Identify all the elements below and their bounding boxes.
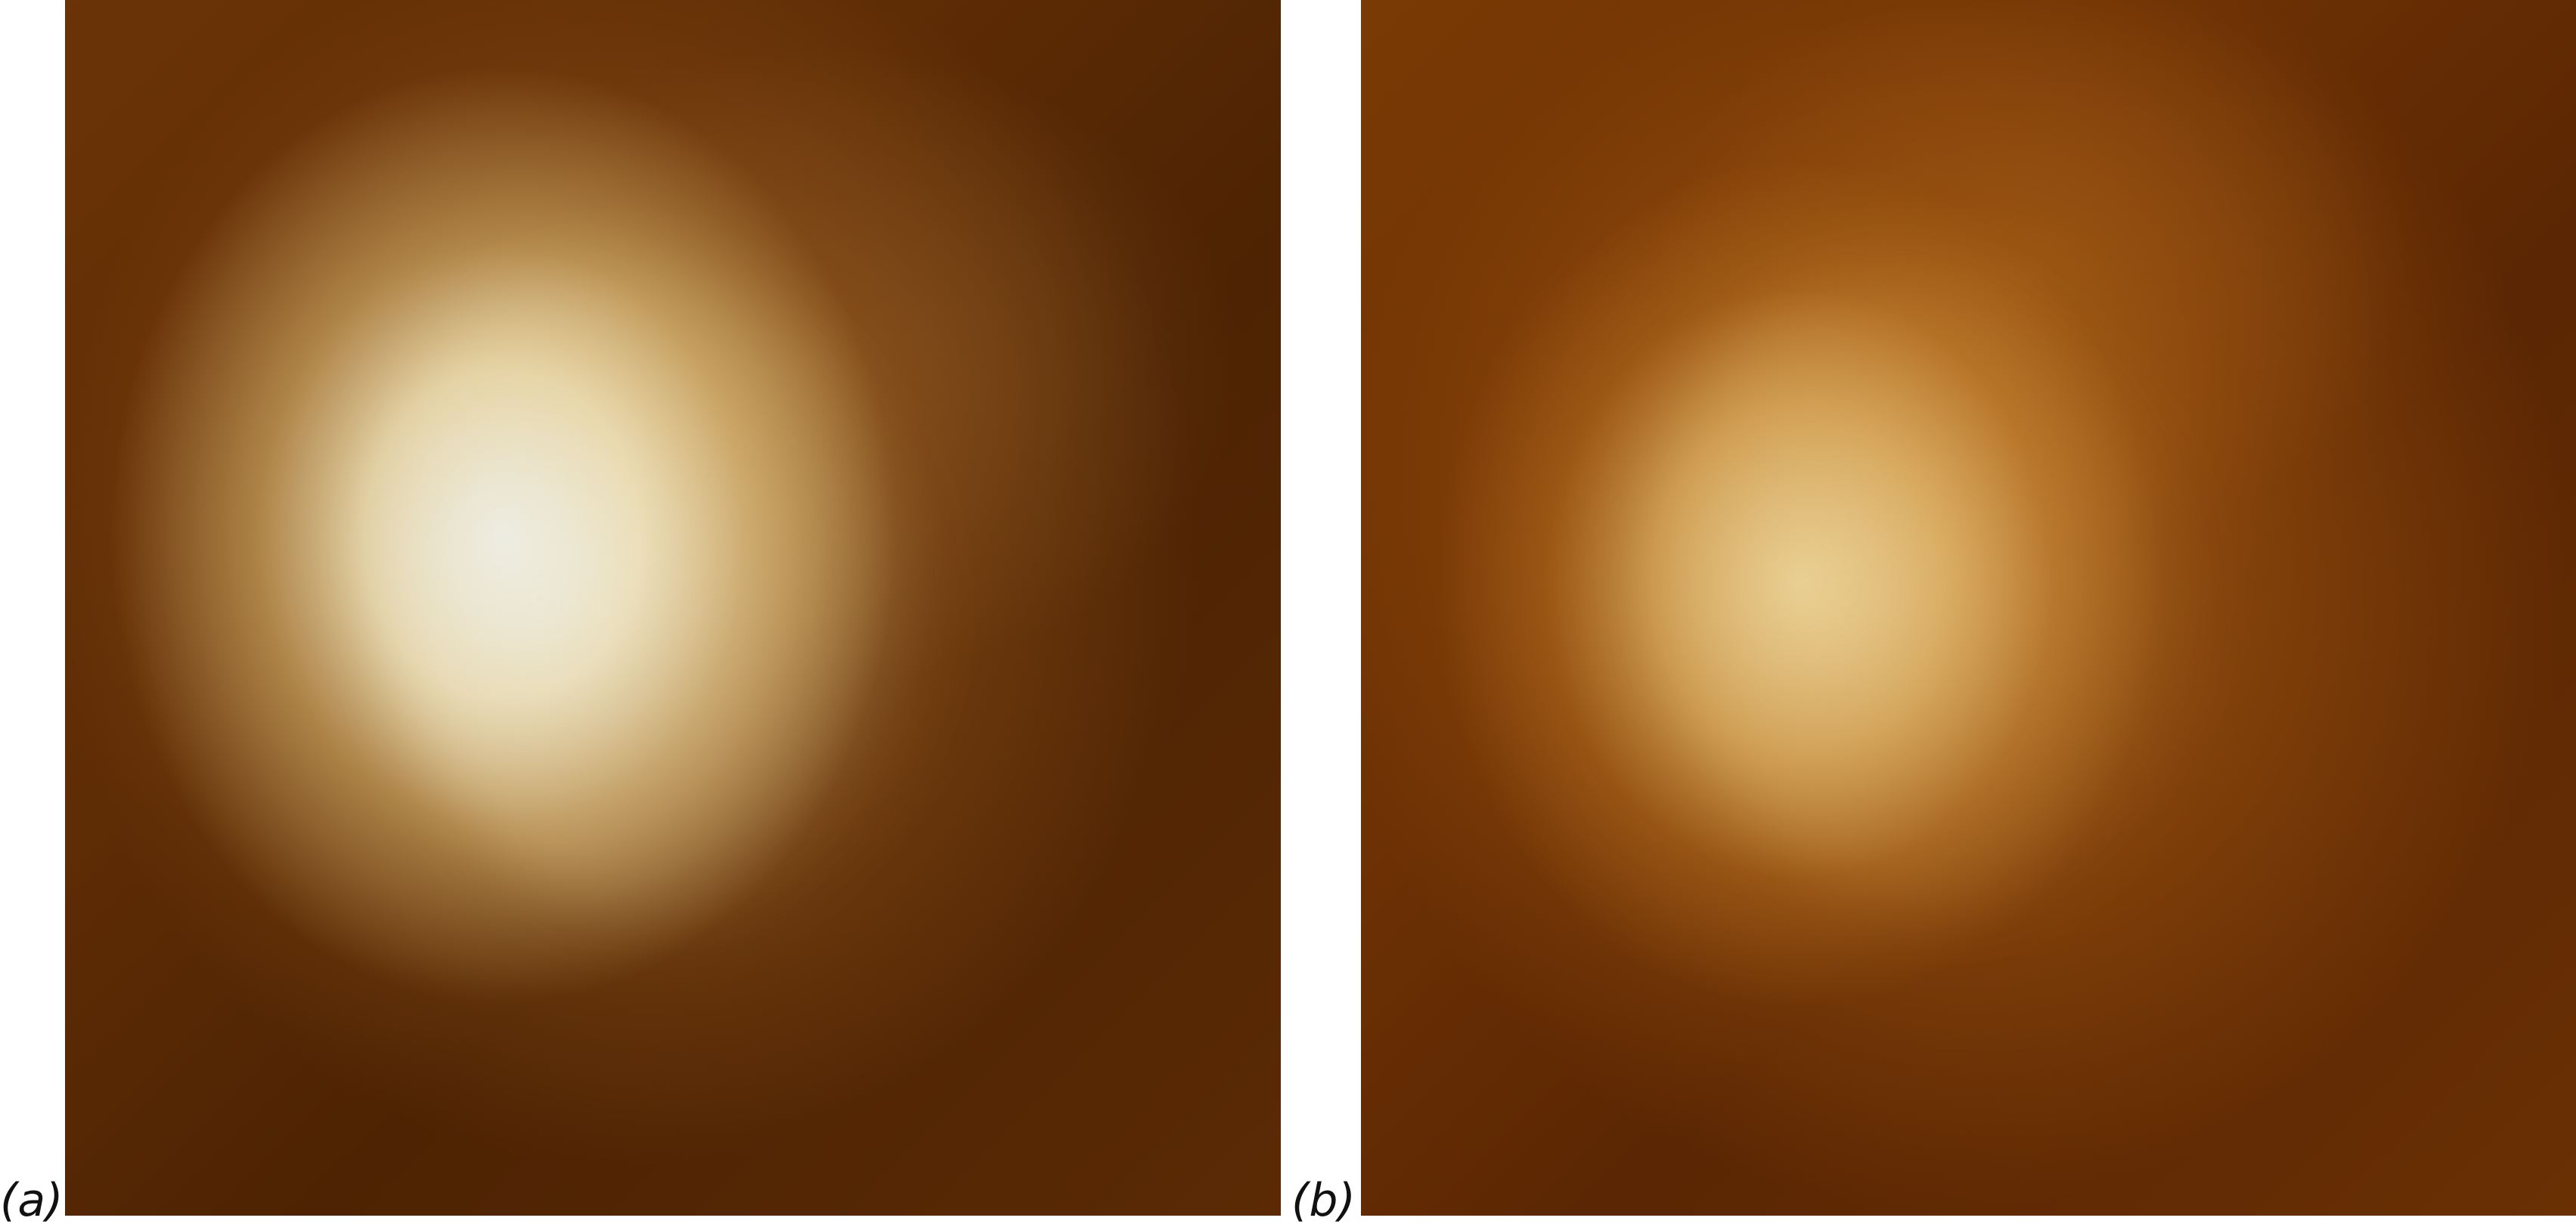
panel-a-bright-disk xyxy=(290,189,1019,1005)
panel-b-bright-disk xyxy=(1576,206,2280,989)
panel-b-image xyxy=(1361,0,2576,1216)
panel-a-image xyxy=(65,0,1281,1216)
panel-b-label: (b) xyxy=(1291,1174,1356,1227)
panel-a-label: (a) xyxy=(0,1174,64,1227)
